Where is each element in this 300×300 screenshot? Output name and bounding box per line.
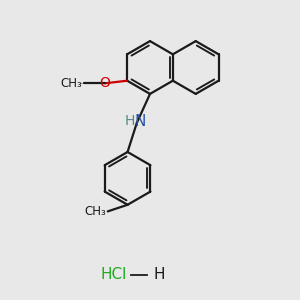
Text: H: H	[125, 114, 135, 128]
Text: N: N	[135, 114, 146, 129]
Text: H: H	[153, 267, 165, 282]
Text: CH₃: CH₃	[61, 77, 82, 90]
Text: CH₃: CH₃	[85, 205, 106, 218]
Text: HCl: HCl	[101, 267, 127, 282]
Text: methoxy: methoxy	[81, 83, 87, 84]
Text: O: O	[99, 76, 110, 90]
